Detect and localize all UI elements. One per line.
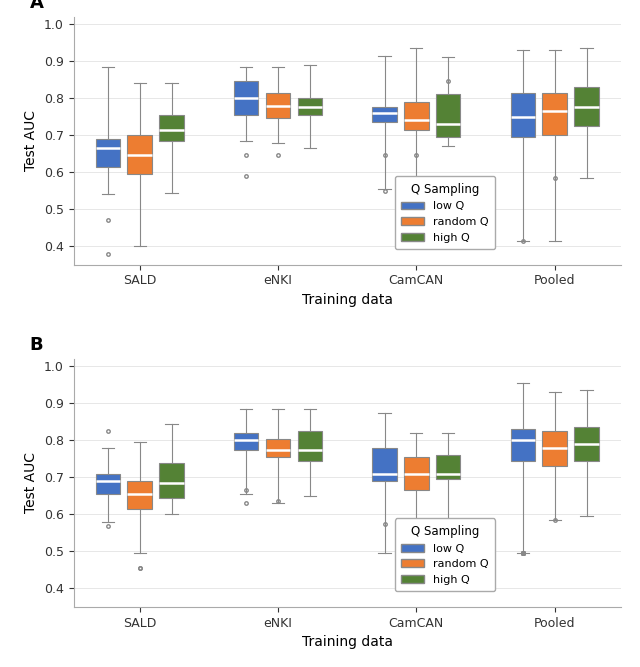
Y-axis label: Test AUC: Test AUC — [24, 110, 38, 171]
PathPatch shape — [234, 433, 259, 450]
PathPatch shape — [511, 93, 535, 137]
Text: B: B — [30, 336, 44, 354]
Y-axis label: Test AUC: Test AUC — [24, 452, 38, 514]
PathPatch shape — [298, 431, 322, 461]
PathPatch shape — [574, 87, 599, 126]
Legend: low Q, random Q, high Q: low Q, random Q, high Q — [395, 176, 495, 249]
PathPatch shape — [127, 481, 152, 509]
PathPatch shape — [127, 135, 152, 174]
PathPatch shape — [95, 139, 120, 167]
PathPatch shape — [298, 98, 322, 115]
PathPatch shape — [543, 431, 567, 466]
PathPatch shape — [234, 81, 259, 115]
PathPatch shape — [372, 448, 397, 481]
X-axis label: Training data: Training data — [301, 293, 393, 307]
PathPatch shape — [372, 107, 397, 122]
X-axis label: Training data: Training data — [301, 635, 393, 649]
Text: A: A — [30, 0, 44, 12]
PathPatch shape — [266, 438, 291, 457]
PathPatch shape — [436, 95, 460, 137]
Legend: low Q, random Q, high Q: low Q, random Q, high Q — [395, 518, 495, 592]
PathPatch shape — [574, 428, 599, 461]
PathPatch shape — [159, 463, 184, 498]
PathPatch shape — [404, 102, 429, 129]
PathPatch shape — [543, 93, 567, 135]
PathPatch shape — [266, 93, 291, 119]
PathPatch shape — [436, 455, 460, 480]
PathPatch shape — [511, 430, 535, 461]
PathPatch shape — [95, 474, 120, 494]
PathPatch shape — [404, 457, 429, 490]
PathPatch shape — [159, 115, 184, 141]
